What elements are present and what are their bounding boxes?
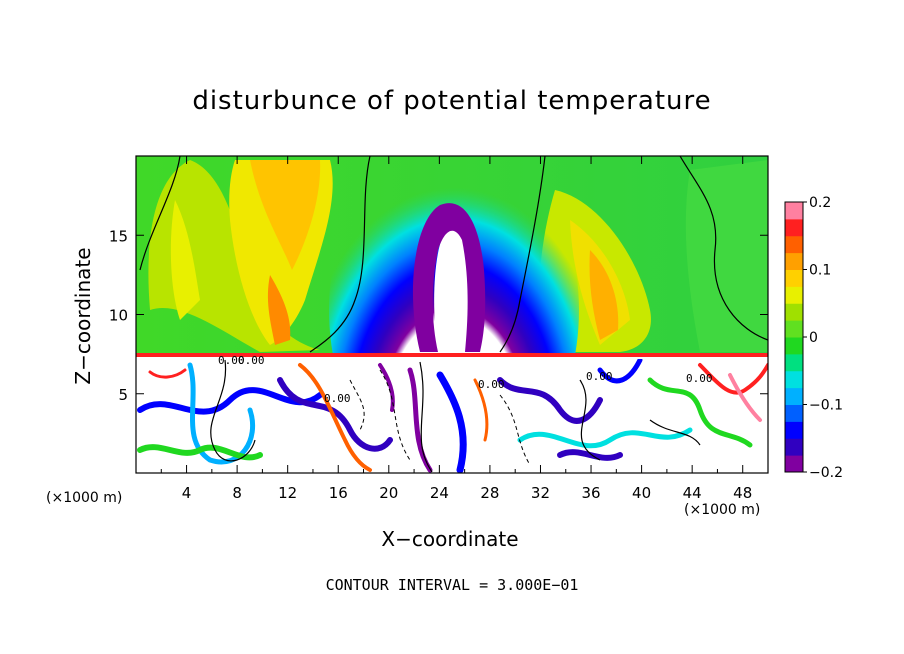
contour-label: 0.00 xyxy=(686,372,713,385)
x-tick-label: 4 xyxy=(182,484,192,502)
contour-interval-note: CONTOUR INTERVAL = 3.000E−01 xyxy=(325,576,579,594)
colorbar-segment xyxy=(785,455,803,473)
x-tick-label: 16 xyxy=(329,484,348,502)
y-axis-label: Z−coordinate xyxy=(71,247,95,385)
colorbar-segment xyxy=(785,353,803,372)
colorbar-segment xyxy=(785,286,803,304)
colorbar-segment xyxy=(785,303,803,321)
colorbar: 0.2 0.1 0 −0.1 −0.2 xyxy=(784,195,843,481)
colorbar-segment xyxy=(785,202,803,220)
x-tick-label: 12 xyxy=(278,484,297,502)
field-image xyxy=(136,156,768,473)
x-unit-right: (×1000 m) xyxy=(684,502,761,518)
contour-label: 0.00 xyxy=(478,378,505,391)
x-axis-label: X−coordinate xyxy=(381,527,519,551)
x-tick-label: 36 xyxy=(581,484,600,502)
colorbar-tick-label: −0.1 xyxy=(809,398,843,414)
x-tick-label: 44 xyxy=(683,484,702,502)
y-tick-label: 10 xyxy=(109,307,128,325)
x-tick-label: 8 xyxy=(232,484,242,502)
colorbar-tick-label: 0.2 xyxy=(809,195,831,211)
colorbar-tick-label: 0 xyxy=(809,330,818,346)
x-tick-label: 32 xyxy=(531,484,550,502)
colorbar-tick-label: −0.2 xyxy=(809,465,843,481)
colorbar-segment xyxy=(785,320,803,338)
x-tick-label: 20 xyxy=(379,484,398,502)
y-tick-label: 15 xyxy=(109,227,128,245)
x-tick-label: 24 xyxy=(430,484,449,502)
colorbar-segment xyxy=(785,337,803,355)
colorbar-segment xyxy=(785,421,803,439)
colorbar-segment xyxy=(785,404,803,422)
colorbar-tick-label: 0.1 xyxy=(809,263,831,279)
contour-label: 0.00 xyxy=(586,370,613,383)
x-tick-label: 48 xyxy=(733,484,752,502)
y-tick-label: 5 xyxy=(118,386,128,404)
x-tick-label: 40 xyxy=(632,484,651,502)
y-axis: 5 10 15 xyxy=(109,227,768,404)
contour-label: 0.00 xyxy=(218,354,245,367)
colorbar-segment xyxy=(785,438,803,456)
colorbar-segment xyxy=(785,269,803,287)
x-axis: 4 8 12 16 20 24 28 32 36 40 44 48 xyxy=(160,156,752,502)
x-tick-label: 28 xyxy=(480,484,499,502)
colorbar-segment xyxy=(785,387,803,405)
colorbar-segment xyxy=(785,235,803,254)
colorbar-segment xyxy=(785,370,803,389)
contour-label: 0.00 xyxy=(324,392,351,405)
x-unit-left: (×1000 m) xyxy=(46,490,123,506)
chart-title: disturbunce of potential temperature xyxy=(192,86,712,116)
colorbar-segment xyxy=(785,252,803,270)
colorbar-segment xyxy=(785,218,803,237)
contour-label: 0.00 xyxy=(238,354,265,367)
